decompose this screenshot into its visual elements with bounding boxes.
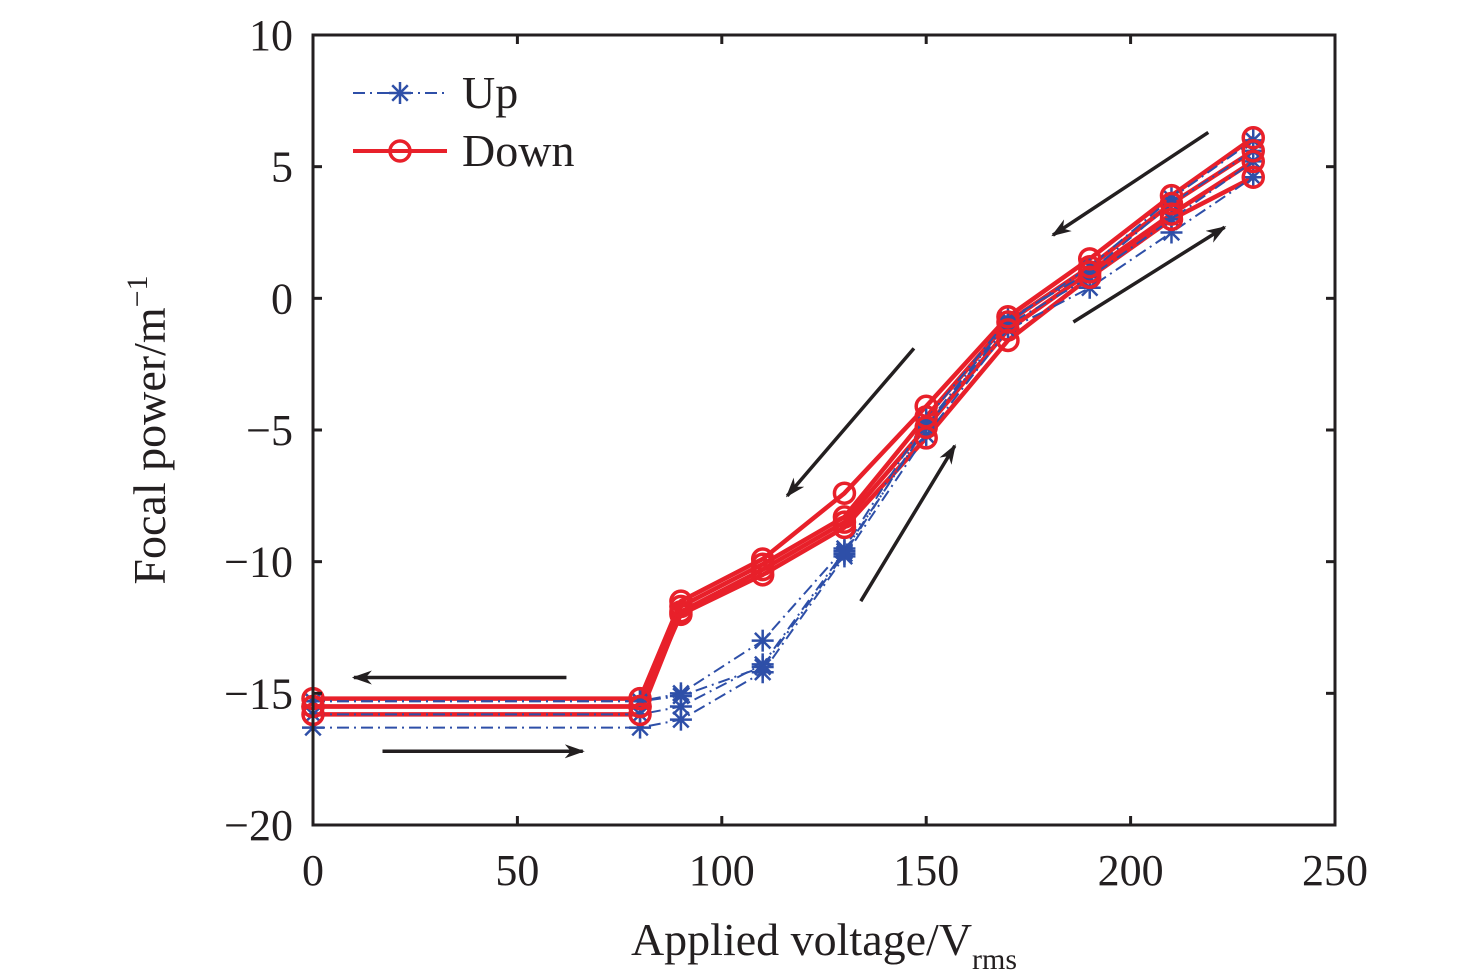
down-data-point [1241, 139, 1265, 163]
asterisk-stroke [672, 711, 690, 729]
asterisk-stroke [835, 545, 854, 563]
x-tick-label: 200 [1098, 846, 1164, 895]
up-data-point [833, 542, 856, 565]
y-tick-label: −20 [224, 801, 293, 850]
down-data-point [1159, 191, 1184, 216]
y-tick-label: 10 [249, 11, 293, 60]
up-data-point [751, 656, 774, 678]
asterisk-stroke [1244, 168, 1262, 186]
down-data-point [750, 563, 775, 587]
x-tick-label: 0 [302, 846, 324, 895]
up-series-line [313, 139, 1254, 703]
legend-item-down[interactable]: Down [353, 125, 574, 176]
legend: Up Down [353, 67, 574, 176]
asterisk-stroke [754, 658, 772, 676]
up-sweep-arrow-high [1072, 225, 1227, 324]
down-data-point [996, 328, 1020, 353]
down-data-point [914, 415, 938, 440]
down-data-point [1241, 125, 1265, 150]
down-data-point [628, 702, 652, 727]
down-data-point [1241, 149, 1265, 174]
plot-area [301, 125, 1265, 739]
down-data-point [1077, 265, 1102, 290]
y-axis-title-main: Focal power/m [124, 307, 175, 584]
up-series-line [313, 160, 1254, 716]
y-tick-label: −10 [224, 538, 293, 587]
legend-down-label: Down [462, 125, 574, 176]
down-sweep-arrow-high [1051, 130, 1210, 237]
down-sweep-arrow-mid [785, 347, 916, 498]
y-axis-title-superscript: −1 [121, 275, 154, 307]
x-tick-label: 50 [495, 846, 539, 895]
x-tick-label: 150 [893, 846, 959, 895]
up-series-line [313, 176, 1254, 729]
down-series-line [313, 159, 1255, 717]
y-tick-label: −5 [246, 406, 293, 455]
up-data-point [751, 629, 774, 652]
down-series-line [313, 148, 1255, 709]
x-axis-title-main: Applied voltage/V [631, 914, 972, 965]
direction-arrows [351, 130, 1227, 759]
down-series-line [313, 135, 1255, 701]
down-data-point [996, 318, 1020, 342]
down-data-point [1159, 207, 1184, 232]
up-sweep-arrow-mid [859, 444, 957, 603]
asterisk-stroke [391, 84, 409, 102]
up-data-point [669, 684, 692, 707]
down-data-point [628, 686, 652, 711]
down-data-point [1241, 165, 1265, 189]
y-tick-label: −15 [224, 669, 293, 718]
circle-marker-icon [388, 139, 412, 163]
legend-up-label: Up [462, 67, 518, 118]
down-data-point [669, 602, 693, 627]
x-tick-label: 250 [1302, 846, 1368, 895]
down-data-point [832, 515, 857, 540]
y-tick-label: 0 [271, 274, 293, 323]
up-data-point [1242, 166, 1265, 189]
down-data-point [832, 481, 857, 505]
down-data-point [914, 426, 938, 450]
x-axis-title-subscript: rms [972, 943, 1017, 976]
x-tick-label: 100 [689, 846, 755, 895]
asterisk-stroke [672, 687, 690, 705]
legend-item-up[interactable]: Up [353, 67, 518, 118]
y-tick-label: 5 [271, 143, 293, 192]
y-axis-title: Focal power/m−1 [121, 275, 175, 584]
asterisk-stroke [631, 705, 649, 724]
asterisk-stroke [754, 632, 772, 650]
down-data-point [628, 694, 652, 719]
up-series-line [313, 150, 1254, 703]
legend-up-asterisk [389, 82, 411, 104]
x-axis-title: Applied voltage/Vrms [631, 914, 1017, 976]
asterisk-marker-icon [389, 82, 411, 104]
